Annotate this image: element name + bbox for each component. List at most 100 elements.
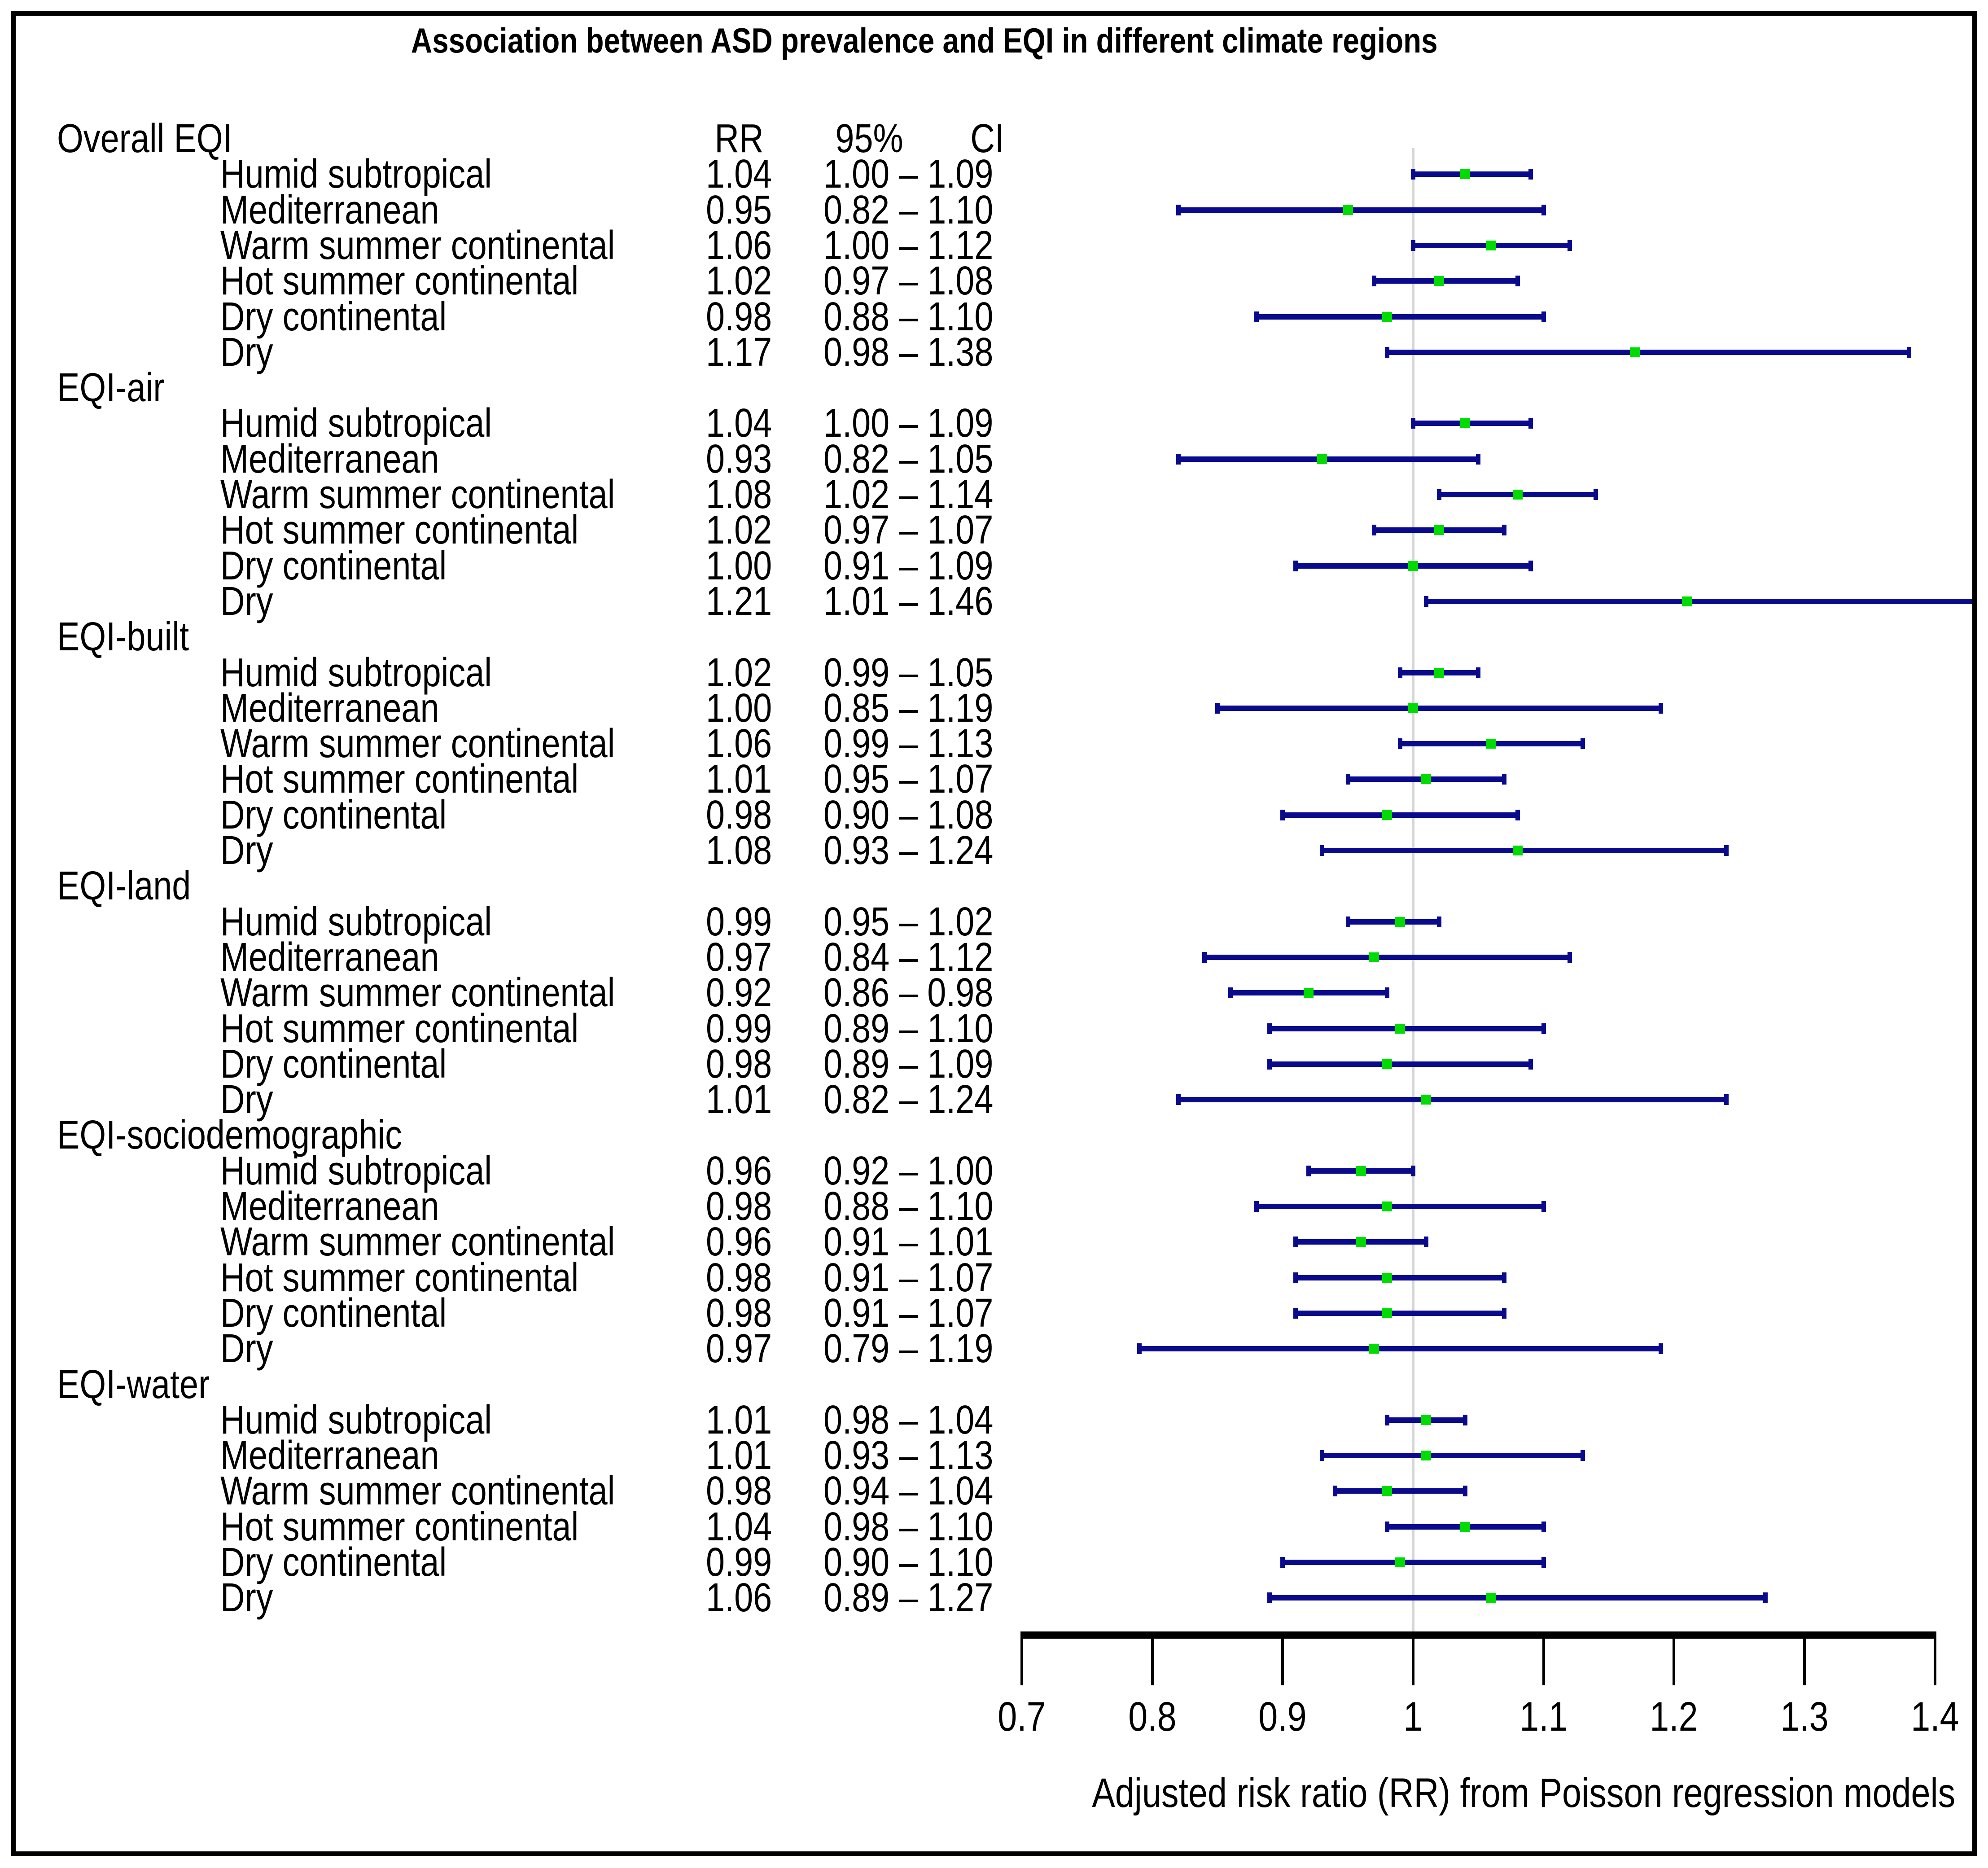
- ci-value: 0.89 – 1.09: [805, 1044, 1012, 1084]
- ci-cap-right: [1528, 418, 1533, 429]
- row-label-text: Mediterranean: [220, 935, 439, 980]
- point-estimate: [1382, 1201, 1392, 1211]
- ci-cap-right: [1437, 916, 1441, 927]
- x-axis-tick: [1542, 1631, 1545, 1685]
- rr-value-text: 1.06: [706, 721, 772, 766]
- group-label: EQI-air: [57, 368, 185, 408]
- row-label-text: Humid subtropical: [220, 152, 492, 197]
- ci-value-text: 0.95 – 1.02: [823, 899, 994, 944]
- rr-value-text: 0.99: [706, 1006, 772, 1051]
- ci-cap-left: [1228, 987, 1233, 998]
- ci-value: 0.97 – 1.08: [805, 261, 1012, 301]
- ci-cap-right: [1502, 774, 1506, 785]
- rr-value-text: 1.06: [706, 223, 772, 268]
- row-label: Warm summer continental: [220, 973, 690, 1013]
- x-axis-tick: [1281, 1631, 1284, 1685]
- rr-value: 1.00: [674, 546, 804, 586]
- ci-bar: [1217, 706, 1661, 711]
- row-label: Mediterranean: [220, 190, 481, 230]
- rr-value-text: 1.17: [706, 330, 772, 375]
- ci-bar: [1426, 599, 1972, 604]
- ci-cap-right: [1476, 667, 1480, 678]
- row-label: Humid subtropical: [220, 902, 543, 942]
- ci-cap-left: [1267, 1592, 1272, 1603]
- row-label: Hot summer continental: [220, 510, 647, 550]
- ci-cap-right: [1502, 1272, 1506, 1283]
- rr-value-text: 1.01: [706, 1398, 772, 1443]
- row-label-text: Dry continental: [220, 544, 447, 588]
- rr-value: 1.01: [674, 759, 804, 799]
- rr-value: 0.98: [674, 1186, 804, 1227]
- rr-value: 1.06: [674, 724, 804, 764]
- ci-value: 0.79 – 1.19: [805, 1329, 1012, 1369]
- ci-value-text: 0.91 – 1.07: [823, 1255, 994, 1300]
- ci-cap-right: [1424, 1237, 1428, 1247]
- ci-cap-right: [1763, 1592, 1768, 1603]
- ci-cap-right: [1541, 1023, 1546, 1034]
- ci-value-text: 0.84 – 1.12: [823, 935, 994, 980]
- rr-value: 1.06: [674, 1578, 804, 1618]
- point-estimate: [1460, 1522, 1470, 1532]
- column-header-rr: RR: [714, 116, 764, 161]
- x-axis-tick-label: 1.2: [1620, 1694, 1728, 1739]
- ci-value-text: 0.88 – 1.10: [823, 294, 994, 339]
- ci-value-text: 0.98 – 1.38: [823, 330, 994, 375]
- rr-value-text: 0.96: [706, 1219, 772, 1264]
- ci-value: 1.01 – 1.46: [805, 581, 1012, 622]
- row-label: Mediterranean: [220, 1186, 481, 1227]
- rr-value-text: 1.08: [706, 828, 772, 873]
- group-label-text: EQI-sociodemographic: [57, 1113, 402, 1158]
- ci-cap-right: [1502, 1308, 1506, 1319]
- group-label: EQI-built: [57, 617, 214, 657]
- ci-cap-left: [1176, 454, 1181, 465]
- ci-value-text: 0.82 – 1.10: [823, 188, 994, 232]
- ci-cap-right: [1528, 169, 1533, 180]
- rr-value: 0.93: [674, 439, 804, 479]
- rr-value-text: 1.02: [706, 259, 772, 303]
- row-label-text: Warm summer continental: [220, 1219, 615, 1264]
- row-label: Dry: [220, 830, 283, 871]
- ci-value: 0.82 – 1.10: [805, 190, 1012, 230]
- rr-value-text: 0.97: [706, 1326, 772, 1371]
- ci-value-text: 0.79 – 1.19: [823, 1326, 994, 1371]
- row-label-text: Hot summer continental: [220, 259, 579, 303]
- point-estimate: [1369, 1344, 1379, 1354]
- column-header-ci: CI: [970, 116, 1004, 161]
- row-label-text: Mediterranean: [220, 1433, 439, 1478]
- ci-value-text: 0.89 – 1.09: [823, 1042, 994, 1087]
- ci-cap-left: [1306, 1166, 1311, 1176]
- row-label-text: Humid subtropical: [220, 1149, 492, 1193]
- rr-value: 0.99: [674, 1009, 804, 1049]
- ci-value-text: 1.00 – 1.09: [823, 401, 994, 446]
- row-label: Dry continental: [220, 1293, 490, 1333]
- x-axis-tick-label-text: 0.8: [1128, 1694, 1177, 1740]
- row-label: Hot summer continental: [220, 261, 647, 301]
- group-label-text: EQI-built: [57, 614, 189, 659]
- ci-value-text: 1.00 – 1.12: [823, 223, 994, 268]
- x-axis-tick-label-text: 1.4: [1911, 1694, 1959, 1740]
- rr-value: 0.92: [674, 973, 804, 1013]
- rr-value: 0.98: [674, 1258, 804, 1298]
- ci-bar: [1257, 314, 1544, 320]
- ci-value-text: 0.93 – 1.13: [823, 1433, 994, 1478]
- ci-value: 0.98 – 1.10: [805, 1507, 1012, 1547]
- row-label: Hot summer continental: [220, 1507, 647, 1547]
- ci-cap-left: [1346, 916, 1350, 927]
- rr-value: 1.01: [674, 1435, 804, 1476]
- ci-bar: [1322, 848, 1726, 853]
- row-label-text: Warm summer continental: [220, 721, 615, 766]
- point-estimate: [1395, 1024, 1405, 1034]
- ci-value-text: 0.98 – 1.04: [823, 1398, 994, 1443]
- point-estimate: [1486, 1593, 1496, 1603]
- ci-value-text: 0.97 – 1.08: [823, 259, 994, 303]
- ci-cap-left: [1280, 810, 1285, 820]
- point-estimate: [1382, 1308, 1392, 1318]
- x-axis-tick-label-text: 1: [1403, 1694, 1423, 1740]
- ci-bar: [1374, 278, 1518, 284]
- group-label: EQI-land: [57, 866, 216, 906]
- rr-value-text: 1.04: [706, 152, 772, 197]
- rr-value: 1.08: [674, 830, 804, 871]
- ci-value-text: 0.93 – 1.24: [823, 828, 994, 873]
- row-label-text: Mediterranean: [220, 188, 439, 232]
- row-label: Hot summer continental: [220, 1258, 647, 1298]
